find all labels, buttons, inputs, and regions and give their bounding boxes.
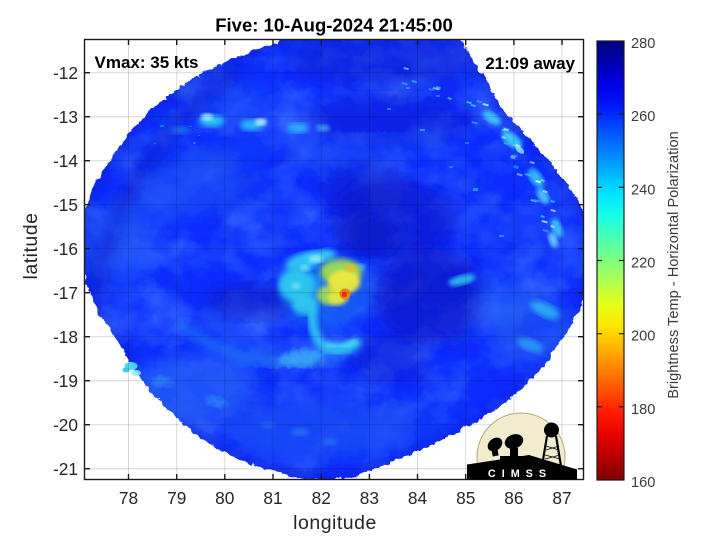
svg-text:-16: -16: [53, 239, 78, 259]
svg-text:85: 85: [456, 488, 475, 508]
svg-text:180: 180: [631, 402, 655, 418]
svg-text:160: 160: [631, 475, 655, 491]
svg-text:79: 79: [167, 488, 186, 508]
svg-text:80: 80: [215, 488, 234, 508]
svg-text:21:09 away: 21:09 away: [485, 54, 575, 73]
svg-text:82: 82: [312, 488, 331, 508]
svg-text:-18: -18: [53, 327, 78, 347]
svg-text:78: 78: [119, 488, 138, 508]
svg-text:Five: 10-Aug-2024 21:45:00: Five: 10-Aug-2024 21:45:00: [215, 15, 453, 36]
svg-text:83: 83: [360, 488, 379, 508]
svg-text:87: 87: [552, 488, 571, 508]
svg-text:-12: -12: [53, 63, 78, 83]
svg-text:latitude: latitude: [20, 213, 42, 280]
svg-text:84: 84: [408, 488, 428, 508]
svg-text:Brightness Temp - Horizontal P: Brightness Temp - Horizontal Polarizatio…: [666, 131, 682, 398]
svg-text:-17: -17: [53, 283, 78, 303]
svg-text:-14: -14: [53, 151, 78, 171]
svg-text:-21: -21: [53, 459, 78, 479]
svg-text:-15: -15: [53, 195, 78, 215]
svg-text:260: 260: [631, 109, 655, 125]
svg-text:81: 81: [263, 488, 282, 508]
svg-text:86: 86: [504, 488, 523, 508]
svg-text:200: 200: [631, 329, 655, 345]
svg-text:-13: -13: [53, 107, 78, 127]
svg-text:Vmax: 35 kts: Vmax: 35 kts: [95, 53, 199, 72]
svg-text:220: 220: [631, 256, 655, 272]
svg-text:240: 240: [631, 182, 655, 198]
svg-text:CIMSS: CIMSS: [488, 468, 552, 480]
svg-text:280: 280: [631, 36, 655, 52]
svg-text:-20: -20: [53, 415, 78, 435]
svg-text:-19: -19: [53, 371, 78, 391]
svg-text:longitude: longitude: [293, 512, 377, 534]
